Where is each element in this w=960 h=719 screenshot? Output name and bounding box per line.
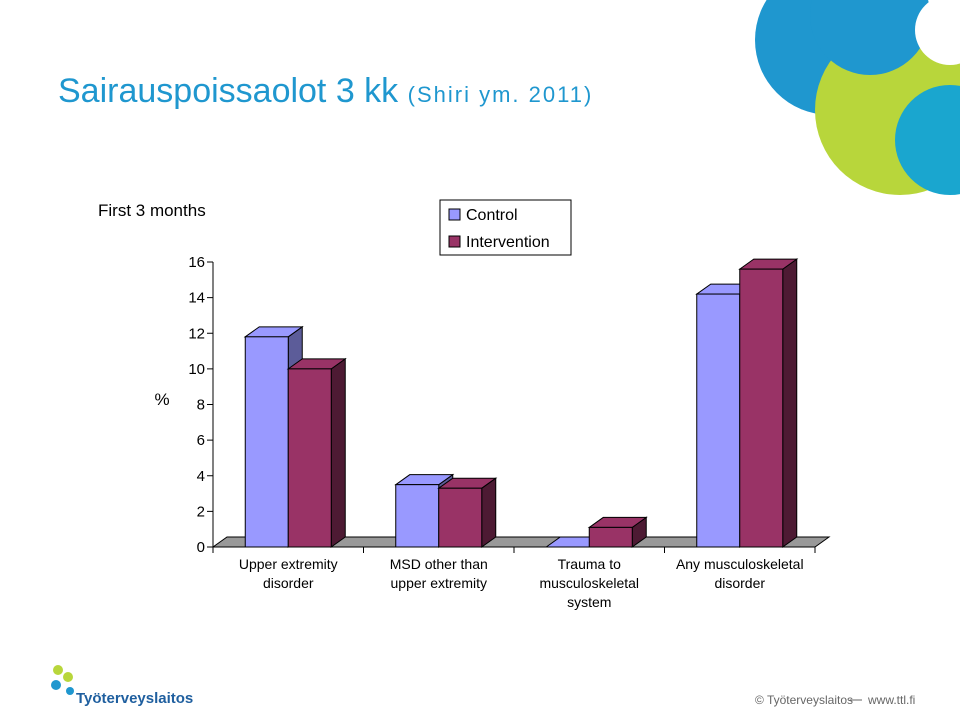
legend: Control Intervention	[448, 207, 550, 251]
legend-label: Control	[466, 207, 518, 224]
chart-title: First 3 months	[98, 201, 206, 220]
decor-circle	[895, 85, 960, 195]
y-tick-label: 0	[197, 539, 205, 556]
y-tick-label: 4	[197, 468, 205, 485]
bar	[287, 368, 332, 548]
bar	[696, 293, 741, 548]
legend-label: Intervention	[466, 234, 550, 251]
y-tick-label: 10	[188, 361, 205, 378]
bar	[395, 484, 440, 548]
legend-swatch	[448, 208, 461, 221]
slide-title: Sairauspoissaolot 3 kk (Shiri ym. 2011)	[58, 72, 593, 110]
y-tick-label: 8	[197, 397, 205, 414]
y-tick-label: 6	[197, 432, 205, 449]
bar	[438, 487, 483, 548]
y-tick-label: 16	[188, 254, 205, 271]
bar-side	[481, 477, 497, 548]
y-axis-label: %	[154, 390, 169, 409]
url: www.ttl.fi	[867, 693, 915, 707]
bar	[244, 336, 289, 548]
decor-circle	[915, 0, 960, 65]
bar-side	[782, 258, 798, 548]
copyright: © Työterveyslaitos	[755, 693, 853, 707]
logo-text: Työterveyslaitos	[76, 690, 193, 707]
x-tick-label: Upper extremity disorder	[238, 556, 338, 591]
y-tick-label: 14	[188, 290, 205, 307]
y-tick-label: 12	[188, 325, 205, 342]
x-tick-label: Any musculoskeletal disorder	[675, 556, 804, 591]
x-tick-label: MSD other than upper extremity	[389, 556, 488, 591]
x-tick-label: Trauma to musculoskeletal system	[539, 556, 640, 610]
y-tick-label: 2	[197, 503, 205, 520]
legend-box	[439, 199, 572, 256]
bar	[588, 526, 633, 548]
decor-circle	[810, 0, 930, 75]
bar	[739, 268, 784, 548]
logo: Työterveyslaitos	[51, 665, 193, 707]
bar-side	[330, 357, 346, 548]
legend-swatch	[448, 235, 461, 248]
